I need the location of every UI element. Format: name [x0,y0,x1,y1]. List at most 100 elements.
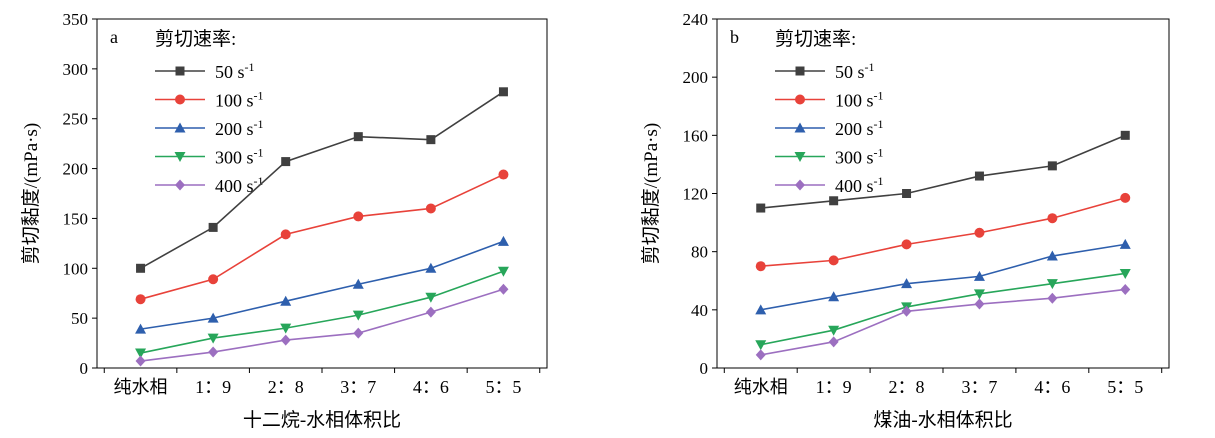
data-point [1120,192,1131,203]
x-tick-label: 2：8 [889,377,925,397]
legend-label: 50 s-1 [835,60,875,82]
legend-name: 300 s [835,148,874,168]
data-point [1046,279,1058,290]
y-tick-label: 0 [700,359,709,378]
data-point [135,348,147,359]
legend-marker [174,122,186,133]
y-tick-label: 160 [683,126,709,145]
x-tick-label: 纯水相 [734,377,788,397]
series-line [140,173,504,300]
x-tick-label: 1：9 [195,377,231,397]
data-point [497,235,509,246]
series [755,283,1131,361]
series [755,238,1131,315]
legend-entry: 400 s-1 [775,174,884,196]
legend-name: 200 s [215,119,254,139]
data-point [828,336,839,348]
data-point [208,346,219,358]
legend-name: 300 s [215,148,254,168]
data-point [497,266,509,277]
series-line [140,240,504,330]
data-point [426,135,436,145]
panel-label: b [730,27,739,47]
y-tick-label: 120 [683,185,709,204]
x-tick-label: 3：7 [961,377,997,397]
series-line [140,270,504,354]
series-line [760,197,1126,268]
data-point [973,289,985,300]
legend-name: 400 s [835,176,874,196]
y-tick-label: 350 [63,10,89,29]
x-tick-label: 5：5 [1107,377,1143,397]
legend-entry: 300 s-1 [155,146,264,168]
legend-marker [794,152,806,162]
legend-label: 300 s-1 [215,146,264,168]
data-point [207,312,219,323]
data-point [425,292,437,303]
data-point [280,229,291,240]
data-point [353,327,364,339]
legend-marker [794,122,806,133]
data-point [1120,283,1131,295]
x-tick-label: 纯水相 [114,377,168,397]
data-point [352,278,364,289]
legend-name: 50 s [215,62,245,82]
x-tick-label: 4：6 [1034,377,1070,397]
data-point [498,283,509,295]
series [135,169,509,305]
data-point [829,196,839,206]
legend-marker [174,152,186,162]
x-tick-label: 3：7 [340,377,376,397]
data-point [498,87,508,97]
data-point [353,211,364,222]
data-point [974,227,985,238]
legend-label: 300 s-1 [835,146,884,168]
data-point [207,333,219,344]
y-tick-label: 100 [63,259,89,278]
legend-unit-sup: -1 [874,146,884,160]
legend-entry: 50 s-1 [155,60,255,82]
y-tick-label: 40 [691,301,708,320]
legend-marker [795,66,805,76]
data-point [1119,268,1131,279]
series [135,235,509,334]
data-point [828,255,839,266]
data-point [1047,292,1058,304]
data-point [756,203,766,213]
series-line [760,272,1126,346]
data-point [135,294,146,305]
legend-entry: 200 s-1 [775,117,884,139]
data-point [1047,213,1058,224]
legend-name: 50 s [835,62,865,82]
data-point [901,305,912,317]
y-tick-label: 200 [683,68,709,87]
data-point [1120,130,1130,140]
data-point [1047,161,1057,171]
series [755,192,1131,272]
data-point [136,263,146,273]
series-line [760,134,1126,209]
legend-name: 100 s [215,91,254,111]
legend-unit-sup: -1 [254,117,264,131]
y-tick-label: 250 [63,110,89,129]
data-point [425,306,436,318]
legend-entry: 50 s-1 [775,60,875,82]
data-point [755,261,766,272]
data-point [755,340,767,351]
series-line [140,288,504,362]
legend-label: 100 s-1 [215,89,264,111]
series [135,283,509,367]
series [755,268,1131,351]
legend-unit-sup: -1 [865,60,875,74]
x-tick-label: 1：9 [816,377,852,397]
data-point [901,239,912,250]
data-point [280,295,292,306]
y-tick-label: 150 [63,209,89,228]
chart-panel-a: 0 50 100 150 200 250 300 350 纯水相 1：9 2：8 3：7 4：6 5：5 十… [20,10,548,431]
legend-label: 400 s-1 [835,174,884,196]
y-tick-label: 0 [80,359,89,378]
data-point [498,169,509,180]
series [135,266,509,359]
data-point [425,203,436,214]
data-point [974,171,984,181]
